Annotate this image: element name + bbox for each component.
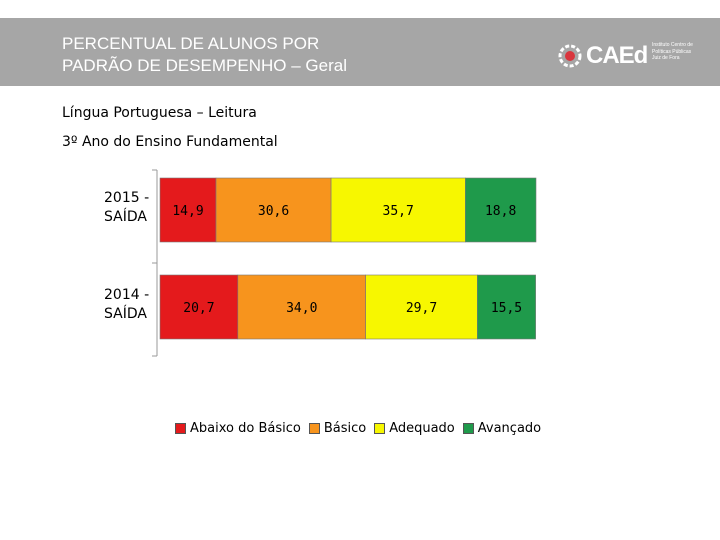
caed-logo: CAEd Instituto Centro de Políticas Públi… xyxy=(558,40,708,72)
bar-segment xyxy=(330,177,466,243)
bar-value-label: 35,7 xyxy=(383,204,414,219)
category-label: 2014 - xyxy=(104,287,149,303)
bar-segment xyxy=(237,274,366,340)
legend-label: Abaixo do Básico xyxy=(190,420,301,436)
bar-value-label: 30,6 xyxy=(258,204,289,219)
logo-subtext-line-2: Políticas Públicas xyxy=(652,48,692,55)
subject-title: Língua Portuguesa – Leitura xyxy=(62,105,257,121)
bar-value-label: 18,8 xyxy=(485,204,516,219)
page-title-line-2: PADRÃO DE DESEMPENHO – Geral xyxy=(62,56,347,75)
header-bar: PERCENTUAL DE ALUNOS POR PADRÃO DE DESEM… xyxy=(0,18,720,86)
category-label: SAÍDA xyxy=(104,305,147,322)
category-label: SAÍDA xyxy=(104,208,147,225)
legend-label: Adequado xyxy=(389,420,455,436)
bar-segment xyxy=(465,177,537,243)
legend-item: Abaixo do Básico xyxy=(175,421,301,436)
bar-segment xyxy=(159,177,217,243)
category-label: 2015 - xyxy=(104,190,149,206)
bar-segment xyxy=(365,274,478,340)
bar-segment xyxy=(159,274,239,340)
bar-value-label: 15,5 xyxy=(491,301,522,316)
bar-value-label: 20,7 xyxy=(183,301,214,316)
page-title-line-1: PERCENTUAL DE ALUNOS POR xyxy=(62,34,320,53)
logo-text: CAEd xyxy=(586,42,648,69)
legend-item: Adequado xyxy=(374,421,455,436)
page-title: PERCENTUAL DE ALUNOS POR PADRÃO DE DESEM… xyxy=(62,33,482,77)
legend-swatch xyxy=(308,422,320,434)
legend-swatch xyxy=(462,422,474,434)
logo-subtext: Instituto Centro de Políticas Públicas J… xyxy=(652,42,712,62)
bar-value-label: 29,7 xyxy=(406,301,437,316)
logo-subtext-line-1: Instituto Centro de xyxy=(652,42,693,48)
legend-swatch xyxy=(374,422,386,434)
legend-swatch xyxy=(175,422,186,434)
bar-value-label: 14,9 xyxy=(172,204,203,219)
logo-subtext-line-3: Juiz de Fora xyxy=(652,55,680,61)
stacked-bar-chart: 2015 - SAÍDA 2014 - SAÍDA 14,9 30,6 35,7 18,8 20… xyxy=(104,169,537,357)
bar-segment xyxy=(477,274,536,340)
grade-title: 3º Ano do Ensino Fundamental xyxy=(62,134,278,150)
legend-label: Avançado xyxy=(477,420,542,436)
bar-value-label: 34,0 xyxy=(286,301,317,316)
legend-item: Básico xyxy=(308,420,367,436)
caed-logo-icon xyxy=(558,44,582,68)
chart-legend: Abaixo do Básico Básico Adequado Avançado xyxy=(175,418,549,438)
legend-label: Básico xyxy=(323,420,367,436)
bar-segment xyxy=(215,177,332,243)
legend-item: Avançado xyxy=(462,420,542,436)
